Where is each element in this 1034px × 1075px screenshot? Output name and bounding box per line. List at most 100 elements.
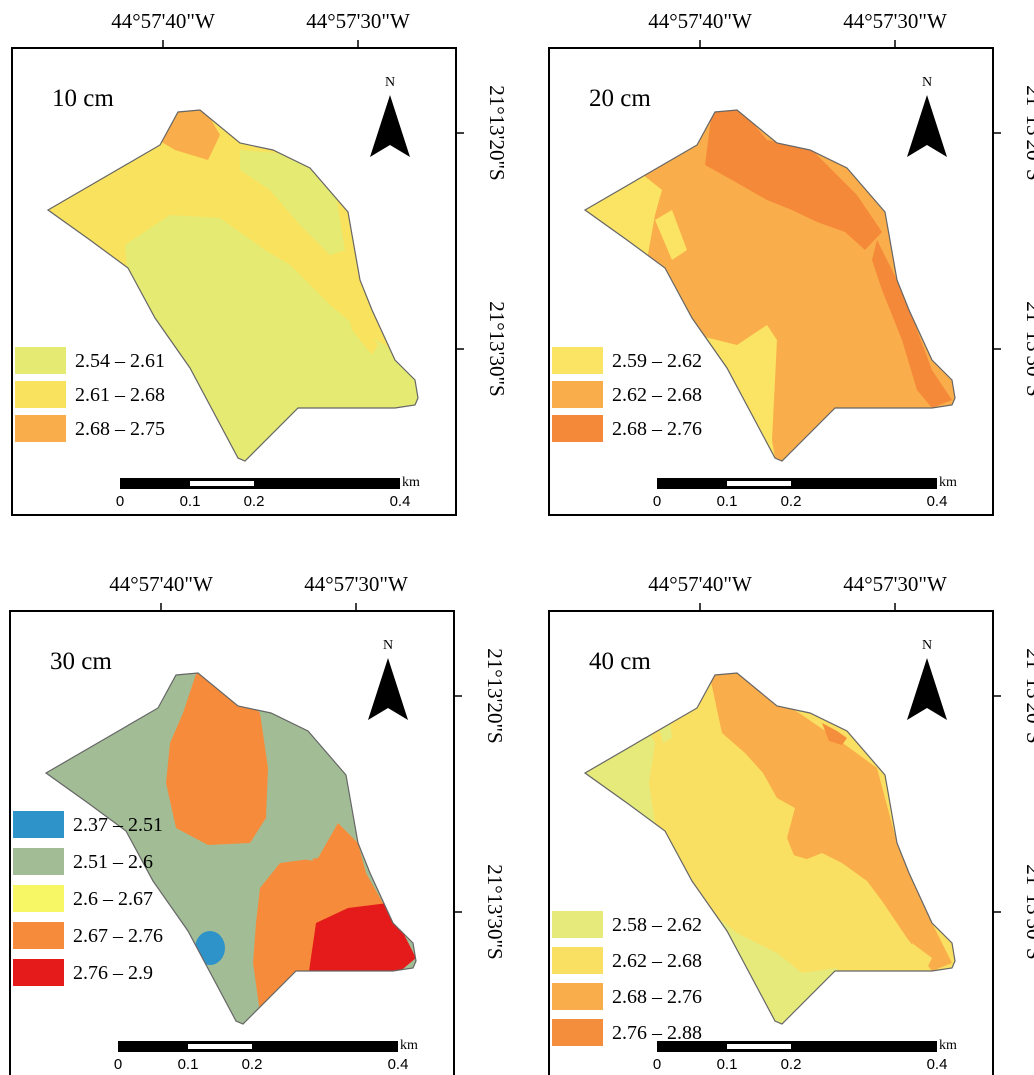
legend-swatch xyxy=(15,381,66,408)
scale-tick-label: 0.1 xyxy=(180,493,201,510)
scale-tick-label: 0.4 xyxy=(927,493,948,510)
map-frame xyxy=(548,47,994,516)
legend-label: 2.76 – 2.9 xyxy=(73,962,153,984)
depth-label: 30 cm xyxy=(50,648,112,675)
latitude-label: 21°13'30"S xyxy=(1022,301,1034,396)
longitude-label: 44°57'40"W xyxy=(648,9,752,33)
scale-tick-label: 0.1 xyxy=(717,1056,738,1073)
legend-label: 2.68 – 2.76 xyxy=(612,986,702,1008)
scale-tick-label: 0.4 xyxy=(927,1056,948,1073)
density-zone xyxy=(195,931,225,965)
map-frame xyxy=(11,47,457,516)
scale-tick-label: 0 xyxy=(653,493,661,510)
scale-bar: 0 0.1 0.2 0.4 km xyxy=(653,1038,957,1073)
density-zone xyxy=(298,850,313,861)
scale-tick-label: 0.1 xyxy=(178,1056,199,1073)
scale-tick-label: 0.4 xyxy=(390,493,411,510)
legend-label: 2.68 – 2.76 xyxy=(612,418,702,440)
north-arrow-icon xyxy=(368,658,408,720)
map-frame xyxy=(9,610,455,1075)
legend-swatch xyxy=(552,415,603,442)
density-zone xyxy=(707,673,952,971)
north-arrow-icon xyxy=(907,95,947,157)
legend-swatch xyxy=(552,983,603,1010)
scale-unit-label: km xyxy=(402,475,420,490)
latitude-label: 21°13'30"S xyxy=(485,301,509,396)
legend-swatch xyxy=(13,922,64,949)
legend-swatch xyxy=(13,848,64,875)
scale-tick-label: 0 xyxy=(653,1056,661,1073)
latitude-label: 21°13'20"S xyxy=(1022,648,1034,743)
density-zone xyxy=(655,210,687,260)
map-panel-p30: 44°57'40"W 44°57'30"W 21°13'20"S 21°13'30"S… xyxy=(9,572,507,1075)
scale-tick-label: 0.2 xyxy=(244,493,265,510)
legend-label: 2.6 – 2.67 xyxy=(73,888,153,910)
longitude-label: 44°57'30"W xyxy=(843,572,947,596)
legend-label: 2.61 – 2.68 xyxy=(75,384,165,406)
density-zone xyxy=(872,240,952,408)
north-label: N xyxy=(385,75,395,90)
north-label: N xyxy=(922,75,932,90)
legend-swatch xyxy=(15,415,66,442)
legend-label: 2.51 – 2.6 xyxy=(73,851,153,873)
longitude-label: 44°57'30"W xyxy=(843,9,947,33)
legend-label: 2.68 – 2.75 xyxy=(75,418,165,440)
legend-swatch xyxy=(552,947,603,974)
latitude-label: 21°13'30"S xyxy=(483,864,507,959)
map-frame xyxy=(548,610,994,1075)
scale-unit-label: km xyxy=(400,1038,418,1053)
depth-label: 20 cm xyxy=(589,85,651,112)
density-zone xyxy=(912,943,932,968)
scale-unit-label: km xyxy=(939,1038,957,1053)
north-arrow-icon xyxy=(370,95,410,157)
north-label: N xyxy=(383,638,393,653)
latitude-label: 21°13'20"S xyxy=(1022,85,1034,180)
legend-label: 2.37 – 2.51 xyxy=(73,814,163,836)
legend-label: 2.62 – 2.68 xyxy=(612,384,702,406)
legend-swatch xyxy=(552,347,603,374)
legend-swatch xyxy=(552,1019,603,1046)
legend-swatch xyxy=(552,911,603,938)
scale-bar: 0 0.1 0.2 0.4 km xyxy=(114,1038,418,1073)
longitude-label: 44°57'40"W xyxy=(111,9,215,33)
density-zone xyxy=(822,723,847,745)
latitude-label: 21°13'20"S xyxy=(485,85,509,180)
legend-swatch xyxy=(15,347,66,374)
scale-tick-label: 0.4 xyxy=(388,1056,409,1073)
legend-label: 2.67 – 2.76 xyxy=(73,925,163,947)
scale-unit-label: km xyxy=(939,475,957,490)
longitude-label: 44°57'30"W xyxy=(306,9,410,33)
scale-tick-label: 0.2 xyxy=(242,1056,263,1073)
density-zone xyxy=(345,300,378,355)
map-panel-p40: 44°57'40"W 44°57'30"W 21°13'20"S 21°13'30"S… xyxy=(548,572,1034,1075)
scale-bar: 0 0.1 0.2 0.4 km xyxy=(116,475,420,510)
density-zone xyxy=(705,110,882,250)
map-panel-p10: 44°57'40"W 44°57'30"W 21°13'20"S 21°13'30"S… xyxy=(11,9,509,516)
longitude-label: 44°57'40"W xyxy=(109,572,213,596)
scale-tick-label: 0.1 xyxy=(717,493,738,510)
legend-swatch xyxy=(13,959,64,986)
density-zone xyxy=(166,673,268,845)
scale-tick-label: 0 xyxy=(114,1056,122,1073)
scale-tick-label: 0.2 xyxy=(781,1056,802,1073)
latitude-label: 21°13'20"S xyxy=(483,648,507,743)
legend-label: 2.62 – 2.68 xyxy=(612,950,702,972)
map-panel-p20: 44°57'40"W 44°57'30"W 21°13'20"S 21°13'30"S… xyxy=(548,9,1034,516)
density-zone xyxy=(787,853,819,873)
legend-label: 2.76 – 2.88 xyxy=(612,1022,702,1044)
legend-swatch xyxy=(13,885,64,912)
longitude-label: 44°57'30"W xyxy=(304,572,408,596)
density-zone xyxy=(150,110,220,160)
latitude-label: 21°13'30"S xyxy=(1022,864,1034,959)
depth-label: 40 cm xyxy=(589,648,651,675)
legend-swatch xyxy=(552,381,603,408)
density-zone xyxy=(46,725,118,823)
longitude-label: 44°57'40"W xyxy=(648,572,752,596)
legend-swatch xyxy=(13,811,64,838)
north-arrow-icon xyxy=(907,658,947,720)
scale-tick-label: 0 xyxy=(116,493,124,510)
density-zone xyxy=(308,903,416,978)
legend-label: 2.59 – 2.62 xyxy=(612,350,702,372)
scale-tick-label: 0.2 xyxy=(781,493,802,510)
